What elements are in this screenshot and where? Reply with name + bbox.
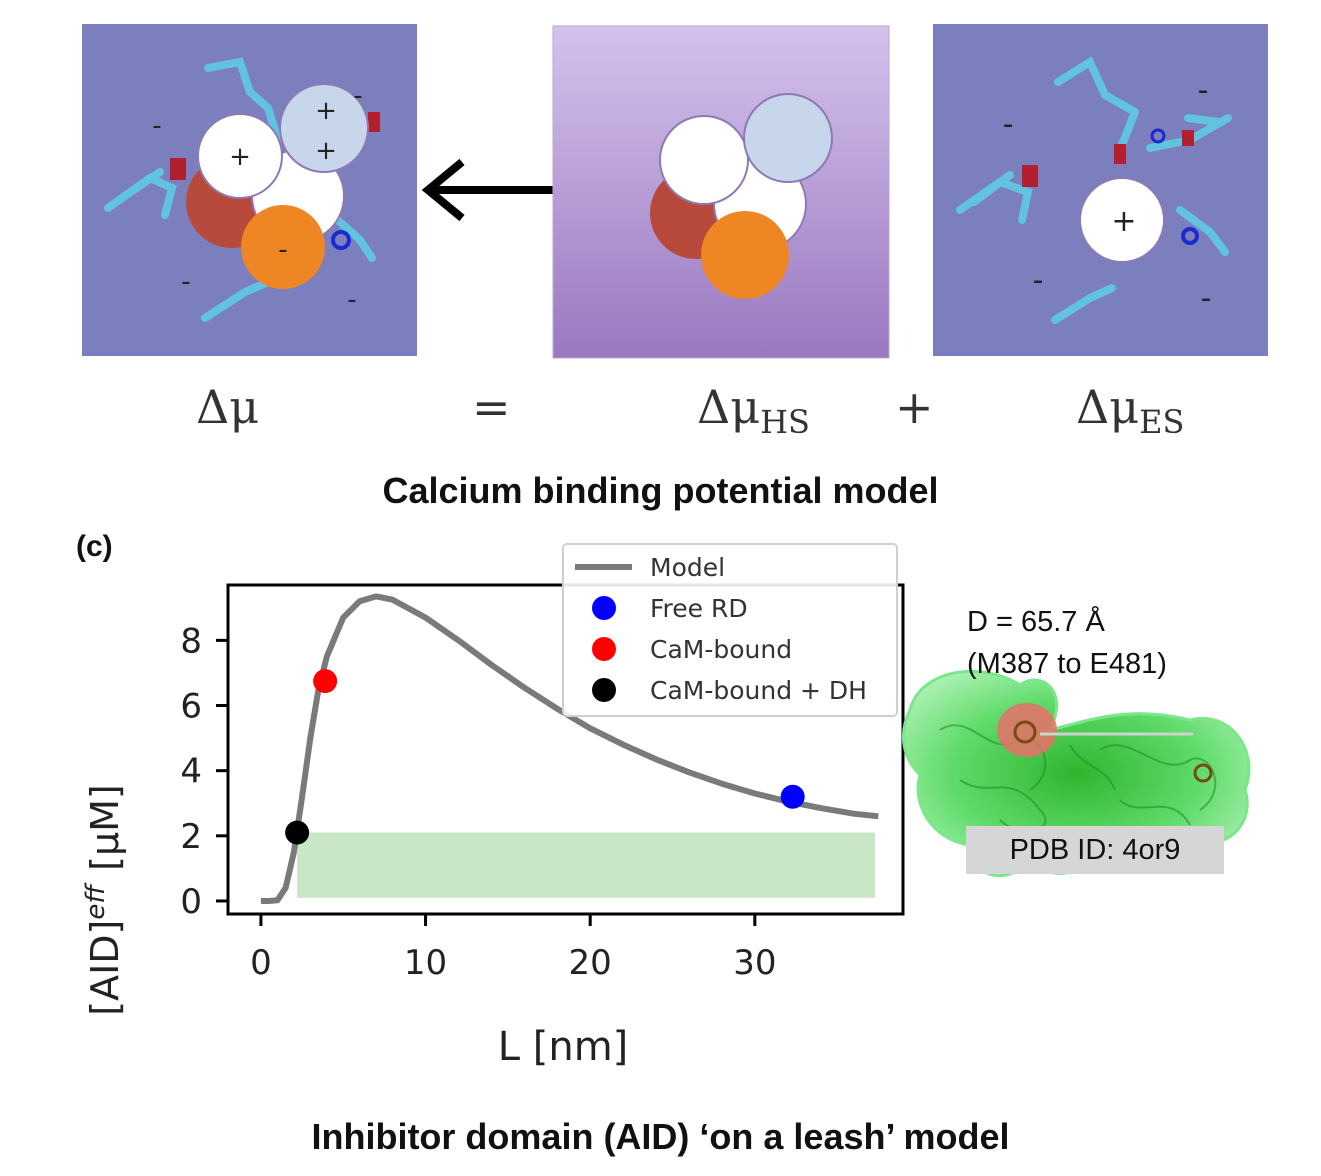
legend-label: Model	[650, 553, 725, 582]
nitrogen-atom	[331, 230, 351, 250]
residue-m387	[1013, 720, 1037, 744]
charge-sign: +	[1111, 204, 1136, 239]
y-tick-label: 2	[180, 817, 202, 857]
legend-marker	[592, 637, 616, 661]
x-tick-label: 30	[733, 943, 776, 983]
ion-white	[659, 115, 749, 205]
equals-sign: =	[472, 380, 511, 434]
ion-lightblue	[743, 93, 833, 183]
y-axis-label-main: [AID]	[83, 920, 127, 1016]
x-tick-label: 20	[569, 943, 612, 983]
arrow-left-icon	[421, 158, 553, 222]
panel-electrostatic: + - - - -	[933, 24, 1268, 356]
charge-sign: -	[1003, 107, 1014, 142]
delta-mu-es-sub: ES	[1139, 403, 1185, 441]
ion-orange	[241, 205, 325, 289]
charge-sign: +	[315, 96, 337, 126]
residue-range-annotation: (M387 to E481)	[967, 648, 1167, 680]
plus-sign: +	[895, 380, 934, 434]
legend-marker	[592, 596, 616, 620]
residue-e481	[1193, 763, 1213, 783]
charge-sign: +	[315, 136, 337, 166]
charge-sign: +	[229, 142, 251, 172]
delta-mu-hs-base: Δμ	[697, 380, 761, 434]
distance-annotation: D = 65.7 Å	[967, 606, 1105, 638]
legend-label: CaM-bound	[650, 635, 792, 664]
delta-mu-hs-label: ΔμHS	[697, 380, 810, 441]
oxygen-atom	[170, 158, 186, 180]
nitrogen-atom	[1181, 227, 1199, 245]
charge-sign: -	[1198, 73, 1209, 108]
charge-sign: -	[1033, 263, 1044, 298]
y-tick-label: 4	[180, 752, 202, 792]
top-panels: + + + - - - - -	[82, 24, 1268, 359]
x-tick-label: 10	[404, 943, 447, 983]
oxygen-atom	[368, 112, 380, 132]
protein-structure-image	[901, 669, 1251, 877]
charge-sign: -	[353, 81, 362, 111]
legend-label: Free RD	[650, 594, 748, 623]
panel-label: (c)	[76, 530, 113, 563]
pdb-id-label: PDB ID: 4or9	[966, 826, 1224, 874]
charge-sign: -	[278, 235, 287, 265]
panel-total: + + + - - - - -	[82, 24, 417, 356]
x-axis-label: L [nm]	[498, 1024, 629, 1070]
data-point-free-rd	[780, 784, 805, 809]
y-tick-label: 6	[180, 687, 202, 727]
charge-sign: -	[152, 111, 161, 141]
legend-marker	[592, 678, 616, 702]
residue-m387-highlight	[997, 703, 1057, 757]
ion-white	[1079, 177, 1165, 263]
y-axis-label-unit: [μM]	[83, 784, 127, 871]
data-point-cam-bound	[313, 669, 338, 694]
shaded-band	[297, 832, 876, 898]
delta-mu-hs-sub: HS	[760, 403, 810, 441]
y-axis-label: [AID]eff [μM]	[81, 784, 127, 1016]
y-tick-label: 8	[180, 621, 202, 661]
oxygen-atom	[1022, 165, 1038, 187]
charge-sign: -	[181, 267, 190, 297]
leash-model-chart: 0 10 20 30 0 2 4 6 8 Model Free RD CaM-bound CaM-bo…	[81, 543, 905, 1070]
ion-white	[197, 113, 283, 199]
oxygen-atom	[1182, 130, 1194, 146]
y-axis-label-sup: eff	[81, 882, 111, 920]
delta-mu-es-base: Δμ	[1076, 380, 1140, 434]
legend-box	[562, 543, 898, 717]
charge-sign: -	[1201, 281, 1212, 316]
ion-orange	[701, 211, 789, 299]
oxygen-atom	[1114, 144, 1126, 164]
caption-calcium-model: Calcium binding potential model	[382, 470, 939, 511]
delta-mu-label: Δμ	[196, 380, 260, 434]
delta-mu-es-label: ΔμES	[1076, 380, 1184, 441]
x-tick-label: 0	[250, 943, 272, 983]
caption-leash-model: Inhibitor domain (AID) ‘on a leash’ mode…	[311, 1116, 1010, 1157]
panel-hard-sphere	[552, 25, 890, 359]
legend-label: CaM-bound + DH	[650, 676, 867, 705]
nitrogen-atom	[1150, 128, 1166, 144]
charge-sign: -	[347, 285, 356, 315]
ion-lightblue	[279, 83, 369, 173]
y-tick-label: 0	[180, 882, 202, 922]
data-point-cam-bound-dh	[285, 820, 310, 845]
